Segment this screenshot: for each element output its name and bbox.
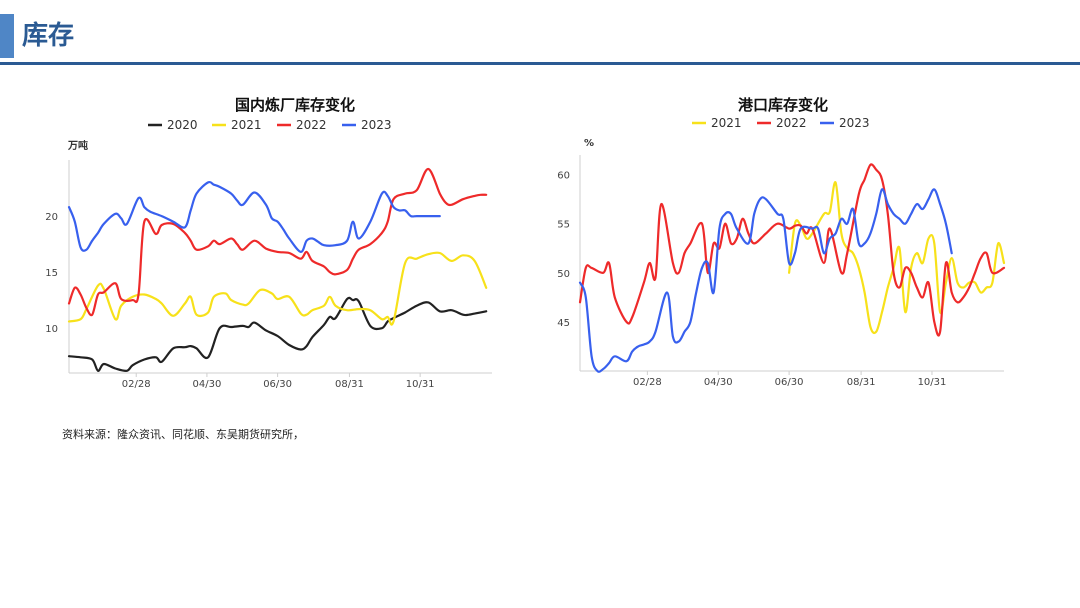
legend-label-2021: 2021 bbox=[231, 118, 262, 132]
series-line-2022 bbox=[67, 167, 488, 317]
x-tick-label: 06/30 bbox=[263, 379, 292, 390]
legend-label-2022: 2022 bbox=[296, 118, 327, 132]
y-tick-label: 60 bbox=[557, 171, 570, 182]
x-tick-label: 10/31 bbox=[406, 379, 435, 390]
page-title: 库存 bbox=[22, 21, 75, 51]
series-line-2023 bbox=[67, 180, 441, 253]
y-tick-label: 50 bbox=[557, 269, 570, 280]
header-bar: 库存 bbox=[0, 0, 1080, 66]
x-tick-label: 06/30 bbox=[775, 377, 804, 388]
y-tick-label: 45 bbox=[557, 318, 570, 329]
x-tick-label: 08/31 bbox=[335, 379, 364, 390]
series-line-2021 bbox=[788, 181, 1006, 335]
series-line-2023 bbox=[578, 188, 953, 373]
y-tick-label: 10 bbox=[45, 324, 58, 335]
header-divider bbox=[0, 62, 1080, 65]
x-tick-label: 02/28 bbox=[122, 379, 151, 390]
legend-label-2020: 2020 bbox=[167, 118, 198, 132]
legend-label-2023: 2023 bbox=[361, 118, 392, 132]
legend-label-2021: 2021 bbox=[711, 116, 742, 130]
x-tick-label: 02/28 bbox=[633, 377, 662, 388]
series-line-2020 bbox=[67, 296, 488, 372]
x-tick-label: 04/30 bbox=[704, 377, 733, 388]
header-accent-block bbox=[0, 14, 14, 58]
y-axis-unit: 万吨 bbox=[67, 139, 88, 152]
x-tick-label: 10/31 bbox=[918, 377, 947, 388]
chart-2: 港口库存变化% 45 50 55 60 02/28 04/30 06/30 08/31 10/31… bbox=[557, 96, 1006, 388]
chart-title: 港口库存变化 bbox=[738, 96, 828, 114]
legend-label-2022: 2022 bbox=[776, 116, 807, 130]
chart-title: 国内炼厂库存变化 bbox=[235, 96, 355, 114]
y-tick-label: 55 bbox=[557, 220, 570, 231]
x-tick-label: 04/30 bbox=[192, 379, 221, 390]
x-tick-label: 08/31 bbox=[847, 377, 876, 388]
legend-label-2023: 2023 bbox=[839, 116, 870, 130]
source-note: 资料来源：隆众资讯、同花顺、东吴期货研究所， bbox=[62, 428, 304, 441]
series-line-2021 bbox=[67, 251, 488, 326]
series-line-2022 bbox=[578, 163, 1006, 337]
y-axis-unit: % bbox=[584, 138, 594, 149]
y-tick-label: 20 bbox=[45, 212, 58, 223]
y-tick-label: 15 bbox=[45, 268, 58, 279]
